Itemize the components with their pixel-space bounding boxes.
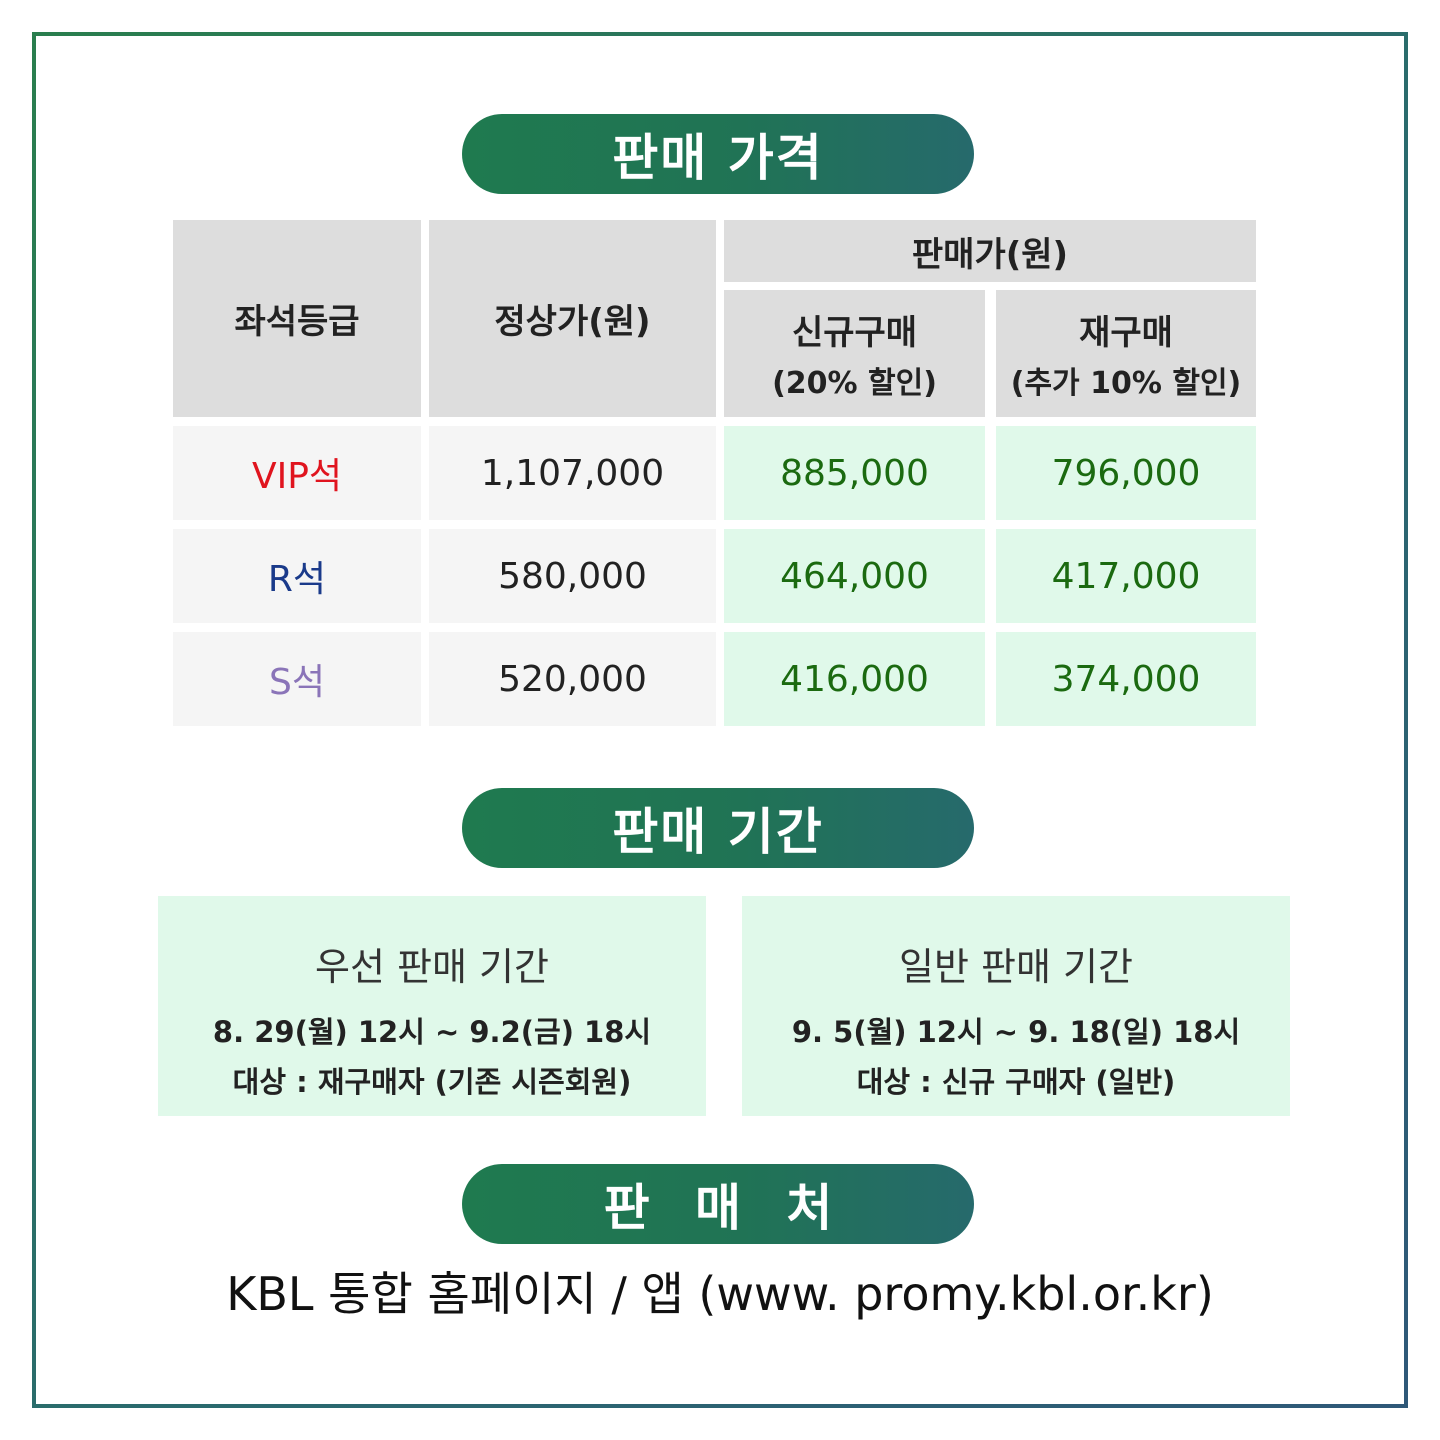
general-period-title: 일반 판매 기간 — [899, 945, 1133, 989]
row-s-grade: S석 — [173, 632, 421, 726]
row-s-regular: 520,000 — [429, 632, 716, 726]
row-r-regular: 580,000 — [429, 529, 716, 623]
header-sale-price: 판매가(원) — [724, 220, 1256, 282]
row-r-re: 417,000 — [996, 529, 1256, 623]
header-re-main: 재구매 — [1079, 313, 1173, 353]
row-r-grade: R석 — [173, 529, 421, 623]
row-vip-regular: 1,107,000 — [429, 426, 716, 520]
header-repurchase: 재구매 (추가 10% 할인) — [996, 290, 1256, 417]
seller-info: KBL 통합 홈페이지 / 앱 (www. promy.kbl.or.kr) — [226, 1267, 1214, 1321]
header-new-purchase: 신규구매 (20% 할인) — [724, 290, 985, 417]
header-new-main: 신규구매 — [791, 313, 918, 353]
priority-period-title: 우선 판매 기간 — [315, 945, 549, 989]
row-vip-re: 796,000 — [996, 426, 1256, 520]
general-period-date: 9. 5(월) 12시 ~ 9. 18(일) 18시 — [791, 1015, 1241, 1049]
header-regular-price: 정상가(원) — [429, 220, 716, 417]
header-new-sub: (20% 할인) — [772, 366, 937, 401]
row-vip-grade: VIP석 — [173, 426, 421, 520]
general-period-target: 대상 : 신규 구매자 (일반) — [856, 1065, 1176, 1099]
header-grade: 좌석등급 — [173, 220, 421, 417]
priority-sale-period-box: 우선 판매 기간 8. 29(월) 12시 ~ 9.2(금) 18시 대상 : … — [158, 896, 706, 1116]
priority-period-target: 대상 : 재구매자 (기존 시즌회원) — [232, 1065, 632, 1099]
row-r-new: 464,000 — [724, 529, 985, 623]
row-vip-new: 885,000 — [724, 426, 985, 520]
general-sale-period-box: 일반 판매 기간 9. 5(월) 12시 ~ 9. 18(일) 18시 대상 :… — [742, 896, 1290, 1116]
seller-section-title: 판 매 처 — [462, 1164, 974, 1244]
row-s-new: 416,000 — [724, 632, 985, 726]
priority-period-date: 8. 29(월) 12시 ~ 9.2(금) 18시 — [212, 1015, 652, 1049]
period-section-title: 판매 기간 — [462, 788, 974, 868]
header-re-sub: (추가 10% 할인) — [1010, 366, 1242, 401]
row-s-re: 374,000 — [996, 632, 1256, 726]
price-section-title: 판매 가격 — [462, 114, 974, 194]
